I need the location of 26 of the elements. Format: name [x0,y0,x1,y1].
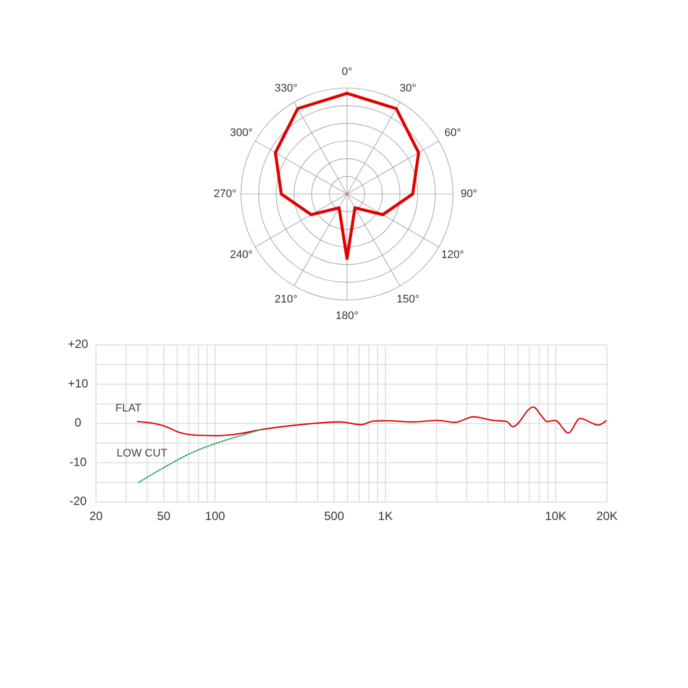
spoke-label: 0° [342,66,352,78]
spoke-label: 30° [400,82,416,94]
y-tick-label: +10 [68,376,88,390]
y-tick-label: 0 [74,416,82,430]
x-tick-label: 50 [157,509,171,523]
y-tick-label: -10 [69,454,87,469]
x-tick-label: 100 [205,509,226,523]
series-label: FLAT [115,402,142,415]
spoke-label: 180° [336,310,358,322]
spoke-label: 90° [460,188,478,200]
series-label: LOW CUT [116,447,168,460]
y-tick-label: +20 [68,337,88,352]
spoke-label: 240° [230,248,253,261]
x-tick-label: 20K [596,509,618,523]
spoke-label: 270° [214,188,236,200]
y-tick-label: -20 [69,494,87,508]
spoke-label: 60° [444,126,461,139]
spoke-label: 300° [230,126,253,139]
spoke-label: 150° [396,294,420,306]
x-tick-label: 1K [378,509,393,523]
x-tick-label: 500 [324,509,344,523]
spoke-label: 210° [274,294,298,306]
spoke-label: 120° [441,248,464,261]
x-tick-label: 20 [89,509,103,523]
x-tick-label: 10K [545,509,566,523]
spoke-label: 330° [274,82,298,94]
